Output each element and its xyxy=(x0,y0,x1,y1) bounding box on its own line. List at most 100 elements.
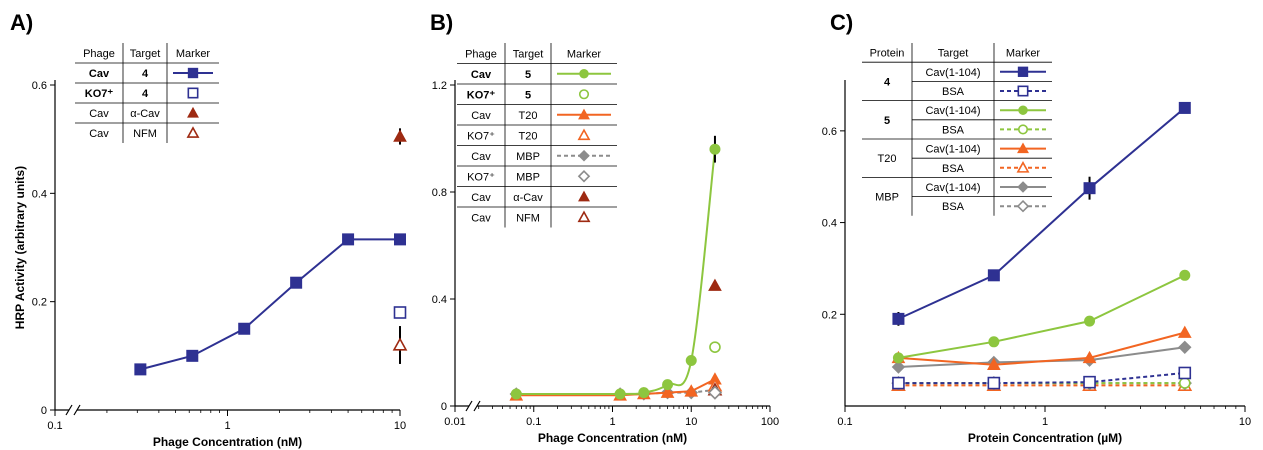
legend-label: Cav xyxy=(89,68,110,80)
data-point xyxy=(987,357,1001,371)
y-tick-label: 0.4 xyxy=(822,218,837,230)
y-tick-label: 0.2 xyxy=(822,309,837,321)
panel-a: A) HRP Activity (arbitrary units) 0 0.2 0.4 0… xyxy=(10,10,408,449)
legend-marker xyxy=(579,69,589,79)
data-point xyxy=(1082,350,1097,364)
legend-header: Marker xyxy=(567,48,602,60)
data-point xyxy=(290,276,303,289)
legend-marker xyxy=(577,170,591,183)
data-point xyxy=(638,387,650,399)
legend-label: BSA xyxy=(942,124,965,136)
data-point xyxy=(892,352,904,364)
data-point xyxy=(394,233,406,246)
axis-break-mark xyxy=(73,404,81,416)
legend-marker xyxy=(1017,142,1029,154)
legend-label: KO7⁺ xyxy=(467,89,496,101)
y-axis-title: HRP Activity (arbitrary units) xyxy=(13,166,27,329)
data-point xyxy=(392,337,408,351)
series-line xyxy=(898,274,1186,359)
data-point xyxy=(1084,315,1096,327)
data-point xyxy=(393,306,407,319)
legend-label: 4 xyxy=(142,68,149,80)
legend-marker xyxy=(578,149,590,162)
legend-header: Marker xyxy=(176,48,211,60)
x-tick-label: 10 xyxy=(394,420,406,432)
series-line xyxy=(898,107,1186,320)
legend-marker xyxy=(1016,161,1030,173)
series xyxy=(892,366,1192,390)
legend-label: BSA xyxy=(942,163,965,175)
panel-letter: C) xyxy=(830,10,853,35)
data-point xyxy=(708,278,722,291)
data-point xyxy=(1083,182,1096,195)
y-tick-label: 0.4 xyxy=(32,188,47,200)
legend-label: 4 xyxy=(884,76,891,88)
legend-label: 4 xyxy=(142,88,149,100)
legend-label: Cav xyxy=(471,212,491,224)
x-tick-label: 1 xyxy=(609,416,615,428)
data-point xyxy=(510,388,522,400)
panel-b: B) 0 0.4 0.8 1.2 0.01 0.1 1 10 100 Phage Concentra… xyxy=(430,10,779,445)
legend-label: KO7⁺ xyxy=(467,130,495,142)
legend-marker xyxy=(577,210,591,223)
data-point xyxy=(987,376,1001,390)
data-point xyxy=(238,322,251,335)
legend-label: Cav xyxy=(89,128,109,140)
y-tick-label: 0 xyxy=(441,401,447,413)
y-tick-label: 0.6 xyxy=(822,126,837,138)
legend-label: Cav(1-104) xyxy=(925,67,980,79)
legend-marker xyxy=(1018,105,1028,115)
legend-label: Cav xyxy=(471,69,492,81)
legend-label: NFM xyxy=(133,128,157,140)
legend-marker xyxy=(187,67,199,79)
y-tick-label: 0.8 xyxy=(432,187,447,199)
data-point xyxy=(1177,325,1192,338)
data-point xyxy=(685,355,697,367)
data-point xyxy=(393,129,407,142)
legend: Protein Target Marker 4 Cav(1-104) BSA 5 Cav(1-… xyxy=(862,43,1052,216)
legend-label: Cav(1-104) xyxy=(925,182,980,194)
legend-label: KO7⁺ xyxy=(467,171,495,183)
legend-header: Phage xyxy=(83,48,115,60)
axis-break-mark xyxy=(473,400,481,412)
data-point xyxy=(1083,375,1096,389)
axis-break-gap xyxy=(469,400,477,412)
legend: Phage Target Marker Cav 4 KO7⁺ 4 Cav α-Cav Cav NFM xyxy=(75,43,219,143)
data-point xyxy=(186,349,199,362)
x-axis-title: Phage Concentration (nM) xyxy=(153,435,302,449)
data-point xyxy=(1178,377,1191,389)
legend-label: 5 xyxy=(525,89,531,101)
data-point xyxy=(987,269,1000,282)
legend-marker xyxy=(187,106,199,118)
data-point xyxy=(134,363,147,376)
legend-marker xyxy=(578,89,590,100)
legend-header: Target xyxy=(513,48,544,60)
legend-marker xyxy=(1017,66,1029,77)
data-point xyxy=(1179,269,1191,281)
series xyxy=(892,101,1191,326)
y-tick-label: 0 xyxy=(41,405,47,417)
data-point xyxy=(614,388,626,400)
series xyxy=(393,128,407,145)
x-tick-label: 10 xyxy=(685,416,697,428)
legend-marker xyxy=(186,126,200,138)
series xyxy=(134,233,406,376)
legend-header: Target xyxy=(130,48,161,60)
x-tick-label: 0.1 xyxy=(837,416,852,428)
data-point xyxy=(660,385,675,398)
series xyxy=(891,377,1193,391)
series-line xyxy=(140,238,400,371)
legend-label: MBP xyxy=(875,192,899,204)
series xyxy=(510,135,721,400)
legend-label: Cav xyxy=(89,108,109,120)
data-point xyxy=(891,360,906,374)
series xyxy=(891,325,1192,371)
x-tick-label: 1 xyxy=(1042,416,1048,428)
legend-label: 5 xyxy=(525,69,531,81)
x-tick-label: 10 xyxy=(1239,416,1251,428)
series xyxy=(709,341,721,353)
legend-label: Cav(1-104) xyxy=(925,105,980,117)
legend-label: BSA xyxy=(942,201,965,213)
axis-break-gap xyxy=(69,404,77,416)
